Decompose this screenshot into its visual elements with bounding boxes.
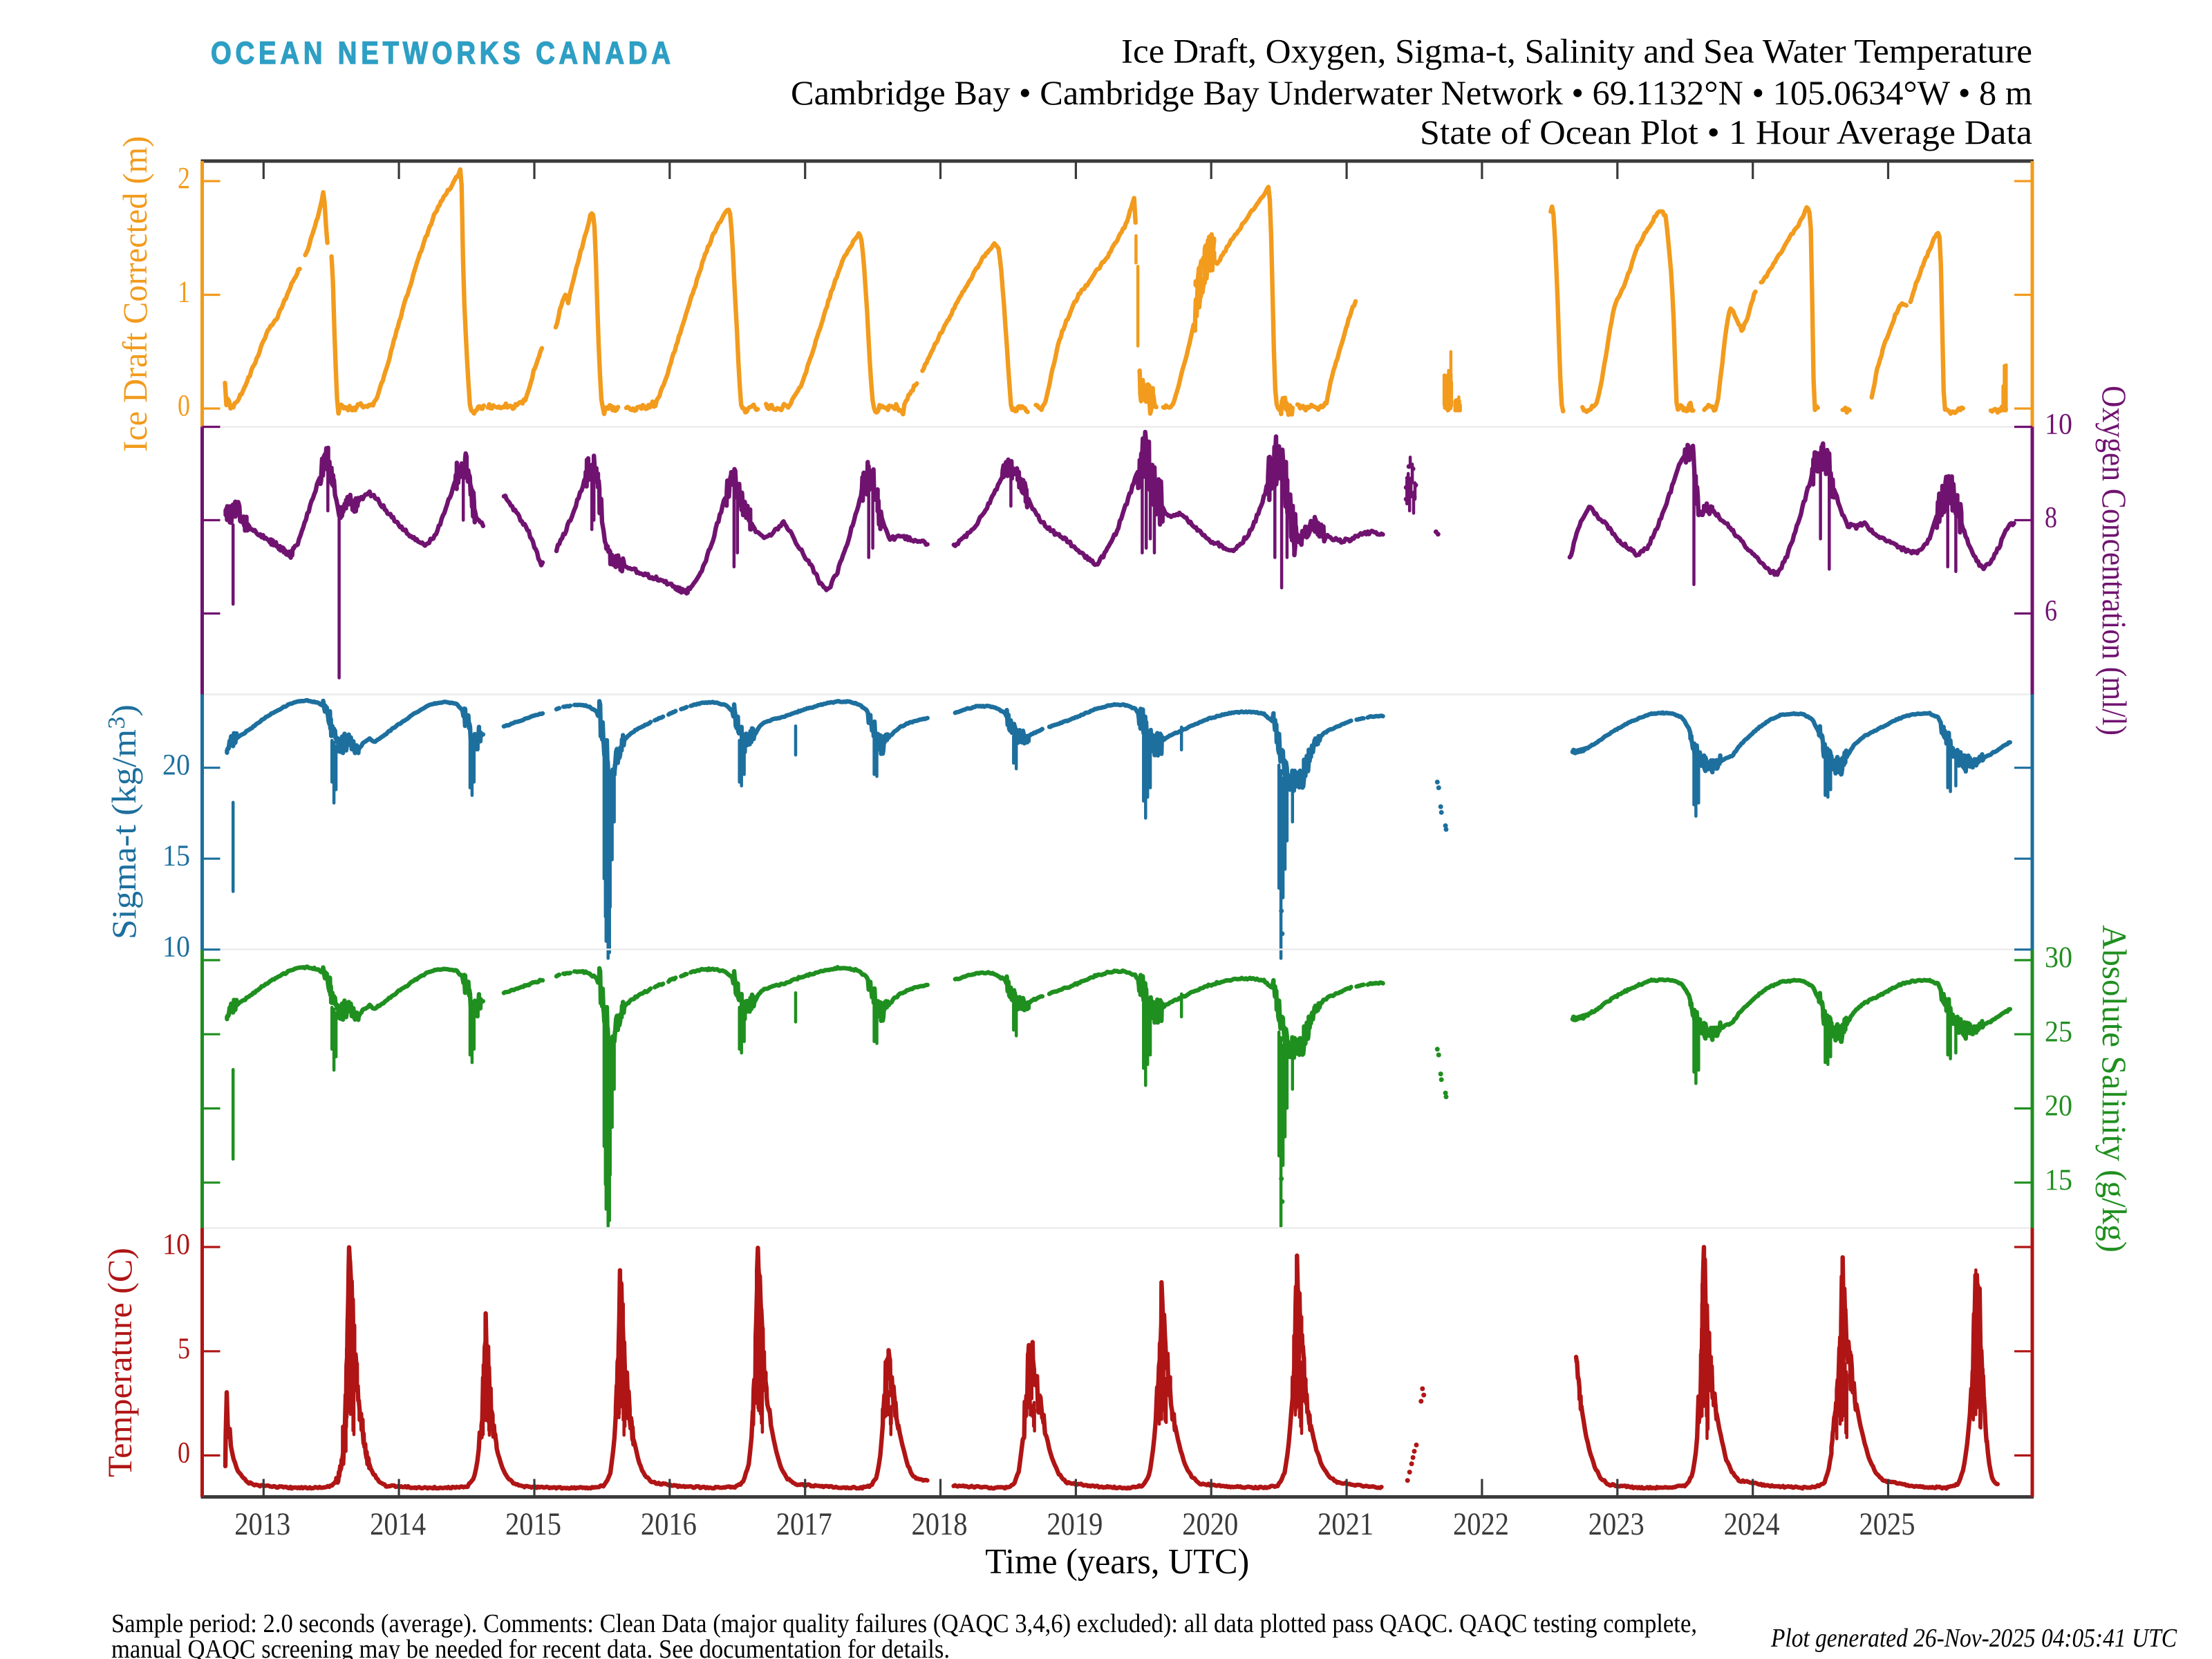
- svg-text:20: 20: [162, 749, 190, 782]
- svg-text:manual QAQC screening may be n: manual QAQC screening may be needed for …: [111, 1635, 950, 1659]
- svg-text:2024: 2024: [1724, 1506, 1780, 1542]
- svg-text:2021: 2021: [1318, 1506, 1374, 1542]
- svg-text:Absolute Salinity (g/kg): Absolute Salinity (g/kg): [2095, 925, 2134, 1253]
- svg-text:2020: 2020: [1182, 1506, 1238, 1542]
- svg-text:Cambridge Bay • Cambridge Bay: Cambridge Bay • Cambridge Bay Underwater…: [791, 73, 2032, 112]
- svg-text:2019: 2019: [1047, 1506, 1103, 1542]
- svg-text:0: 0: [178, 1437, 190, 1470]
- svg-text:2: 2: [178, 161, 190, 195]
- svg-text:State of Ocean Plot • 1 Hour A: State of Ocean Plot • 1 Hour Average Dat…: [1420, 113, 2032, 151]
- svg-text:10: 10: [162, 931, 190, 964]
- svg-text:20: 20: [2045, 1090, 2072, 1123]
- svg-text:10: 10: [162, 1228, 190, 1261]
- svg-text:2016: 2016: [641, 1506, 697, 1542]
- svg-text:2013: 2013: [234, 1506, 290, 1542]
- svg-text:Sample period: 2.0 seconds (av: Sample period: 2.0 seconds (average). Co…: [111, 1609, 1697, 1638]
- svg-text:Sigma-t (kg/m3): Sigma-t (kg/m3): [103, 704, 143, 939]
- svg-text:2017: 2017: [776, 1506, 832, 1542]
- svg-text:Ice Draft Corrected (m): Ice Draft Corrected (m): [115, 136, 154, 452]
- svg-text:2014: 2014: [370, 1506, 426, 1542]
- svg-text:25: 25: [2045, 1015, 2072, 1048]
- svg-text:30: 30: [2045, 941, 2072, 974]
- svg-text:8: 8: [2045, 502, 2057, 534]
- svg-text:Ice Draft, Oxygen, Sigma-t, Sa: Ice Draft, Oxygen, Sigma-t, Salinity and…: [1121, 32, 2032, 71]
- svg-text:2018: 2018: [912, 1506, 968, 1542]
- svg-text:Plot generated 26-Nov-2025 04:: Plot generated 26-Nov-2025 04:05:41 UTC: [1770, 1624, 2177, 1653]
- svg-text:Temperature (C): Temperature (C): [100, 1248, 139, 1477]
- svg-text:0: 0: [178, 388, 190, 422]
- svg-text:10: 10: [2045, 409, 2072, 441]
- svg-text:Time (years, UTC): Time (years, UTC): [985, 1542, 1249, 1582]
- svg-text:2022: 2022: [1453, 1506, 1509, 1542]
- svg-text:Oxygen Concentration (ml/l): Oxygen Concentration (ml/l): [2095, 386, 2134, 735]
- svg-text:2025: 2025: [1859, 1506, 1915, 1542]
- svg-text:1: 1: [178, 275, 190, 309]
- svg-text:2015: 2015: [505, 1506, 561, 1542]
- svg-text:6: 6: [2045, 595, 2057, 628]
- svg-text:15: 15: [162, 840, 190, 872]
- svg-text:OCEAN NETWORKS CANADA: OCEAN NETWORKS CANADA: [211, 35, 671, 71]
- svg-text:5: 5: [178, 1333, 190, 1365]
- svg-text:15: 15: [2045, 1164, 2072, 1197]
- svg-text:2023: 2023: [1588, 1506, 1644, 1542]
